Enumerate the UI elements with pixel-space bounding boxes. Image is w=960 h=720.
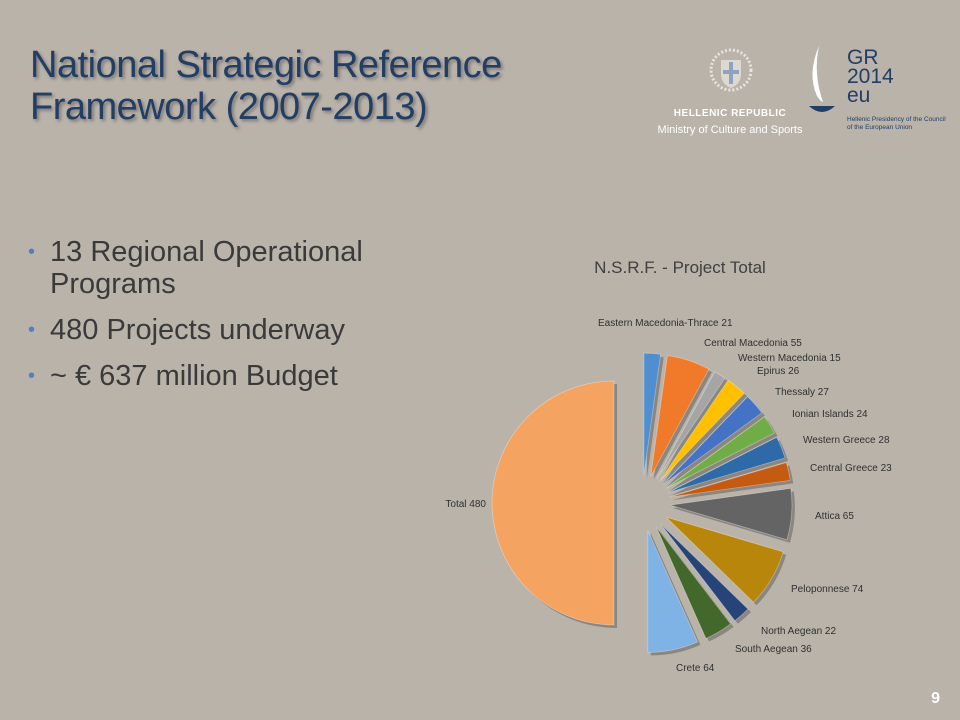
pie-slice-shadow — [659, 374, 728, 483]
pie-slice-north-aegean — [660, 523, 749, 622]
bullet-dot-icon: • — [28, 319, 36, 341]
pie-slice-epirus — [659, 379, 745, 482]
pie-slice-label: Attica 65 — [815, 511, 854, 522]
chart-title: N.S.R.F. - Project Total — [594, 258, 766, 277]
hellenic-crest-icon — [709, 48, 753, 92]
logo-block: HELLENIC REPUBLIC Ministry of Culture an… — [645, 40, 946, 150]
pie-slice-label: Crete 64 — [676, 663, 715, 674]
pie-slice-label: Eastern Macedonia-Thrace 21 — [598, 318, 733, 329]
republic-name: HELLENIC REPUBLIC — [673, 108, 787, 119]
bullet-dot-icon: • — [28, 365, 36, 387]
presidency-wordmark: GR 2014 eu — [847, 46, 894, 107]
pie-slice-eastern-macedonia-thrace — [643, 352, 662, 476]
bullet-line: 13 Regional Operational — [50, 236, 363, 268]
title-line-1: National Strategic Reference — [30, 44, 502, 86]
pie-slice-ionian-islands — [665, 416, 776, 489]
ministry-name: Ministry of Culture and Sports — [657, 124, 803, 136]
bullet-item: • 480 Projects underway — [28, 314, 468, 346]
pie-slice-crete — [647, 530, 698, 653]
pie-slice-attica — [669, 487, 793, 541]
pie-slice-central-greece — [669, 461, 791, 498]
pie-slice-label: Central Greece 23 — [810, 463, 892, 474]
presidency-caption: Hellenic Presidency of the Council of th… — [847, 116, 957, 132]
pie-slice-label: Western Macedonia 15 — [738, 353, 841, 364]
pie-slice-label: Thessaly 27 — [775, 387, 829, 398]
pie-slice-western-greece — [667, 436, 786, 494]
title-line-2: Framework (2007-2013) — [30, 86, 428, 128]
pie-slice-south-aegean — [655, 526, 732, 640]
bullet-line: Programs — [50, 268, 176, 300]
presidency-caption-line-2: of the European Union — [847, 124, 913, 131]
pie-slice-label: South Aegean 36 — [735, 644, 812, 655]
slide-title: National Strategic Reference Framework (… — [30, 44, 590, 128]
presidency-logo-icon — [805, 44, 839, 122]
bullet-list: • 13 Regional Operational Programs • 480… — [28, 236, 468, 406]
bullet-line: ~ € 637 million Budget — [50, 360, 338, 392]
pie-slice-label: North Aegean 22 — [761, 626, 836, 637]
pie-slice-label: Ionian Islands 24 — [792, 409, 868, 420]
pie-slice-total — [491, 380, 615, 626]
presidency-eu: eu — [847, 84, 871, 107]
pie-slice-thessaly — [662, 396, 763, 485]
pie-slice-label: Total 480 — [445, 499, 486, 510]
pie-slice-central-macedonia — [650, 355, 710, 477]
pie-slice-western-macedonia — [656, 371, 726, 480]
presidency-gr: GR — [847, 46, 879, 69]
pie-slice-label: Epirus 26 — [757, 366, 800, 377]
bullet-line: 480 Projects underway — [50, 314, 345, 346]
pie-slice-label: Peloponnese 74 — [791, 584, 864, 595]
presidency-year: 2014 — [847, 65, 894, 88]
page-number: 9 — [931, 690, 940, 707]
pie-slice-label: Western Greece 28 — [803, 435, 890, 446]
bullet-item: • 13 Regional Operational Programs — [28, 236, 468, 300]
bullet-item: • ~ € 637 million Budget — [28, 360, 468, 392]
pie-slice-peloponnese — [665, 516, 784, 603]
presidency-caption-line-1: Hellenic Presidency of the Council — [847, 116, 946, 123]
bullet-dot-icon: • — [28, 241, 36, 263]
pie-slice-label: Central Macedonia 55 — [704, 338, 802, 349]
